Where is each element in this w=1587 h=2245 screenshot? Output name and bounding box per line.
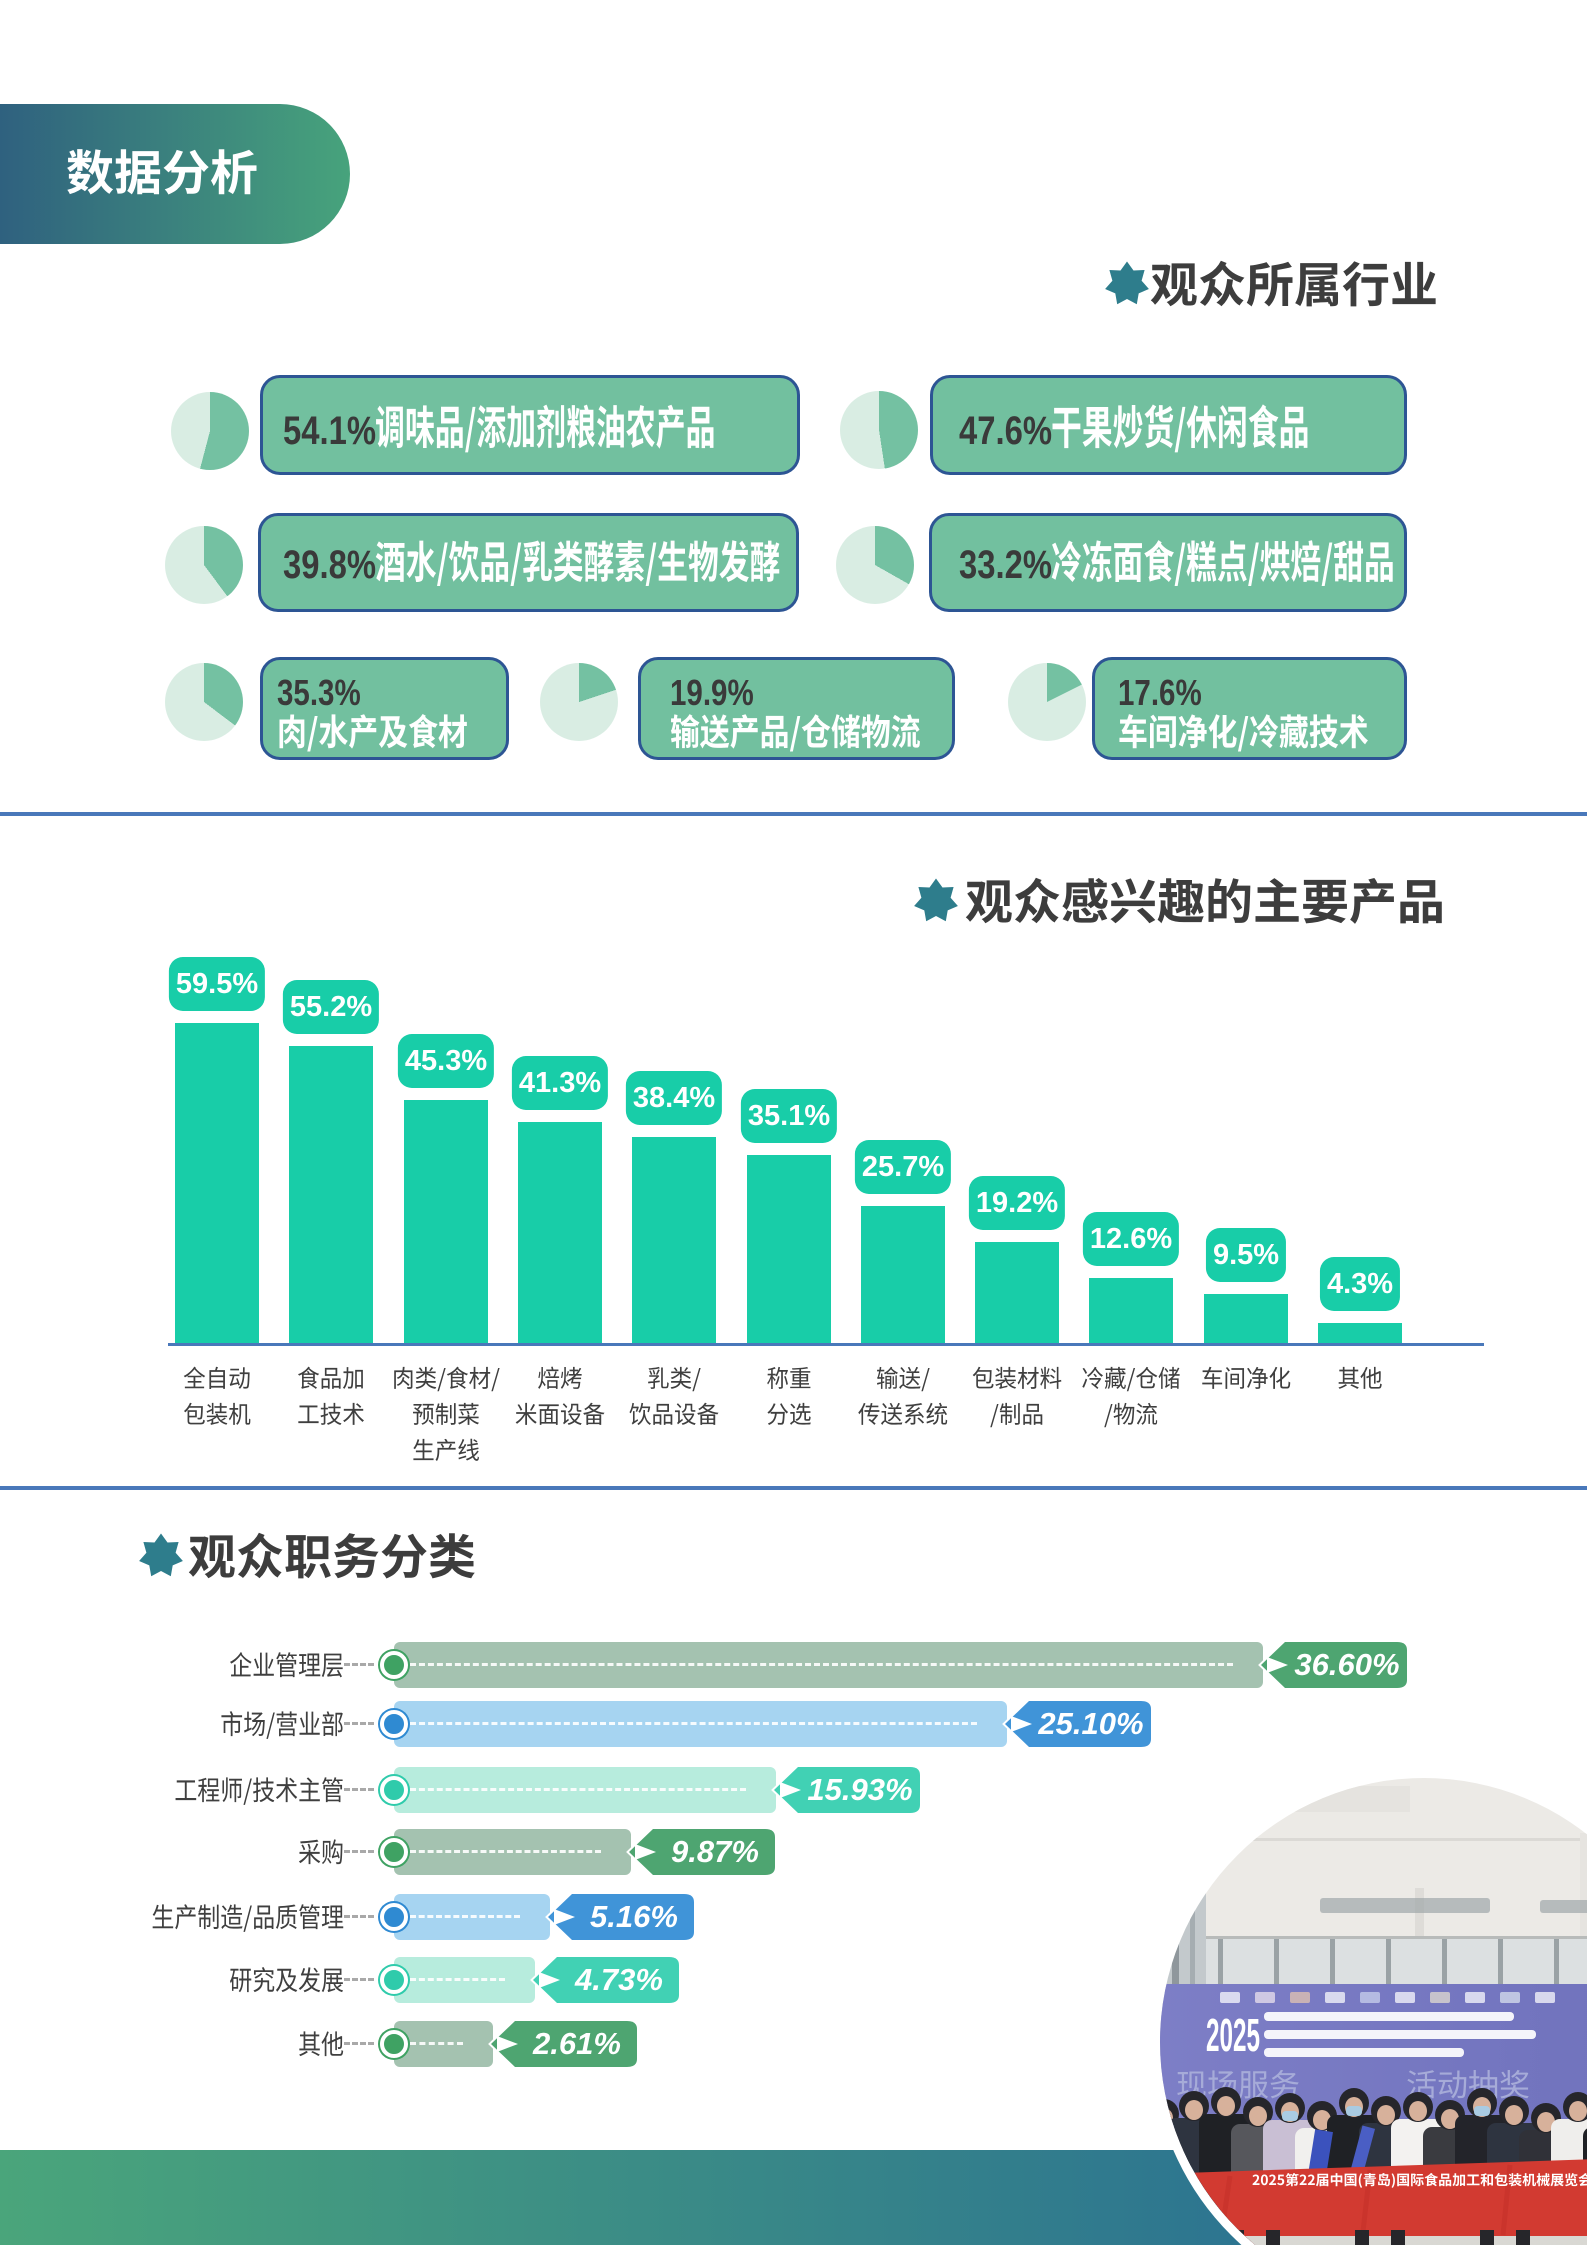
svg-text:2025: 2025 [1206, 2009, 1260, 2061]
